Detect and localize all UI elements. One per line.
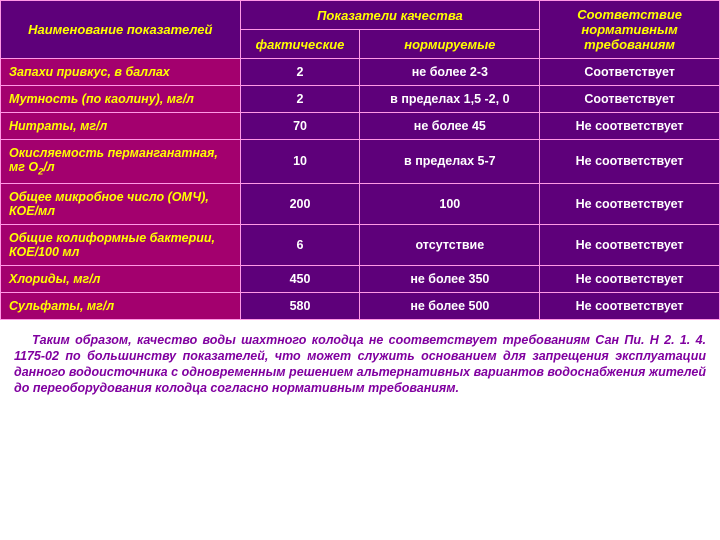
cell-actual: 580 (240, 292, 360, 319)
cell-norm: не более 500 (360, 292, 540, 319)
cell-compliance: Соответствует (540, 86, 720, 113)
cell-compliance: Не соответствует (540, 224, 720, 265)
cell-compliance: Не соответствует (540, 140, 720, 184)
cell-name: Сульфаты, мг/л (1, 292, 241, 319)
cell-norm: в пределах 5-7 (360, 140, 540, 184)
table-row: Окисляемость перманганатная, мг О2/л10в … (1, 140, 720, 184)
cell-norm: в пределах 1,5 -2, 0 (360, 86, 540, 113)
table-row: Мутность (по каолину), мг/л2в пределах 1… (1, 86, 720, 113)
header-actual: фактические (240, 30, 360, 59)
cell-actual: 200 (240, 183, 360, 224)
cell-name: Запахи привкус, в баллах (1, 59, 241, 86)
table-row: Общие колиформные бактерии, КОЕ/100 мл6о… (1, 224, 720, 265)
conclusion-body: Таким образом, качество воды шахтного ко… (14, 333, 706, 396)
cell-name: Общее микробное число (ОМЧ), КОЕ/мл (1, 183, 241, 224)
cell-compliance: Соответствует (540, 59, 720, 86)
conclusion-text: Таким образом, качество воды шахтного ко… (14, 332, 706, 397)
cell-compliance: Не соответствует (540, 265, 720, 292)
cell-actual: 70 (240, 113, 360, 140)
cell-actual: 10 (240, 140, 360, 184)
cell-name: Хлориды, мг/л (1, 265, 241, 292)
cell-name: Общие колиформные бактерии, КОЕ/100 мл (1, 224, 241, 265)
table-row: Сульфаты, мг/л580не более 500Не соответс… (1, 292, 720, 319)
header-name: Наименование показателей (1, 1, 241, 59)
cell-norm: не более 2-3 (360, 59, 540, 86)
cell-norm: не более 45 (360, 113, 540, 140)
cell-norm: не более 350 (360, 265, 540, 292)
table-header-row-1: Наименование показателей Показатели каче… (1, 1, 720, 30)
cell-compliance: Не соответствует (540, 183, 720, 224)
header-quality-group: Показатели качества (240, 1, 540, 30)
cell-actual: 2 (240, 86, 360, 113)
cell-actual: 6 (240, 224, 360, 265)
table-row: Общее микробное число (ОМЧ), КОЕ/мл20010… (1, 183, 720, 224)
cell-actual: 2 (240, 59, 360, 86)
cell-name: Окисляемость перманганатная, мг О2/л (1, 140, 241, 184)
cell-compliance: Не соответствует (540, 113, 720, 140)
conclusion-container: Таким образом, качество воды шахтного ко… (0, 320, 720, 397)
cell-name: Нитраты, мг/л (1, 113, 241, 140)
water-quality-table: Наименование показателей Показатели каче… (0, 0, 720, 320)
table-row: Хлориды, мг/л450не более 350Не соответст… (1, 265, 720, 292)
cell-compliance: Не соответствует (540, 292, 720, 319)
cell-name: Мутность (по каолину), мг/л (1, 86, 241, 113)
header-norm: нормируемые (360, 30, 540, 59)
cell-actual: 450 (240, 265, 360, 292)
table-body: Запахи привкус, в баллах2не более 2-3Соо… (1, 59, 720, 320)
table-row: Нитраты, мг/л70не более 45Не соответству… (1, 113, 720, 140)
table-row: Запахи привкус, в баллах2не более 2-3Соо… (1, 59, 720, 86)
header-compliance: Соответствие нормативным требованиям (540, 1, 720, 59)
cell-norm: 100 (360, 183, 540, 224)
water-quality-table-container: Наименование показателей Показатели каче… (0, 0, 720, 320)
cell-norm: отсутствие (360, 224, 540, 265)
table-header: Наименование показателей Показатели каче… (1, 1, 720, 59)
